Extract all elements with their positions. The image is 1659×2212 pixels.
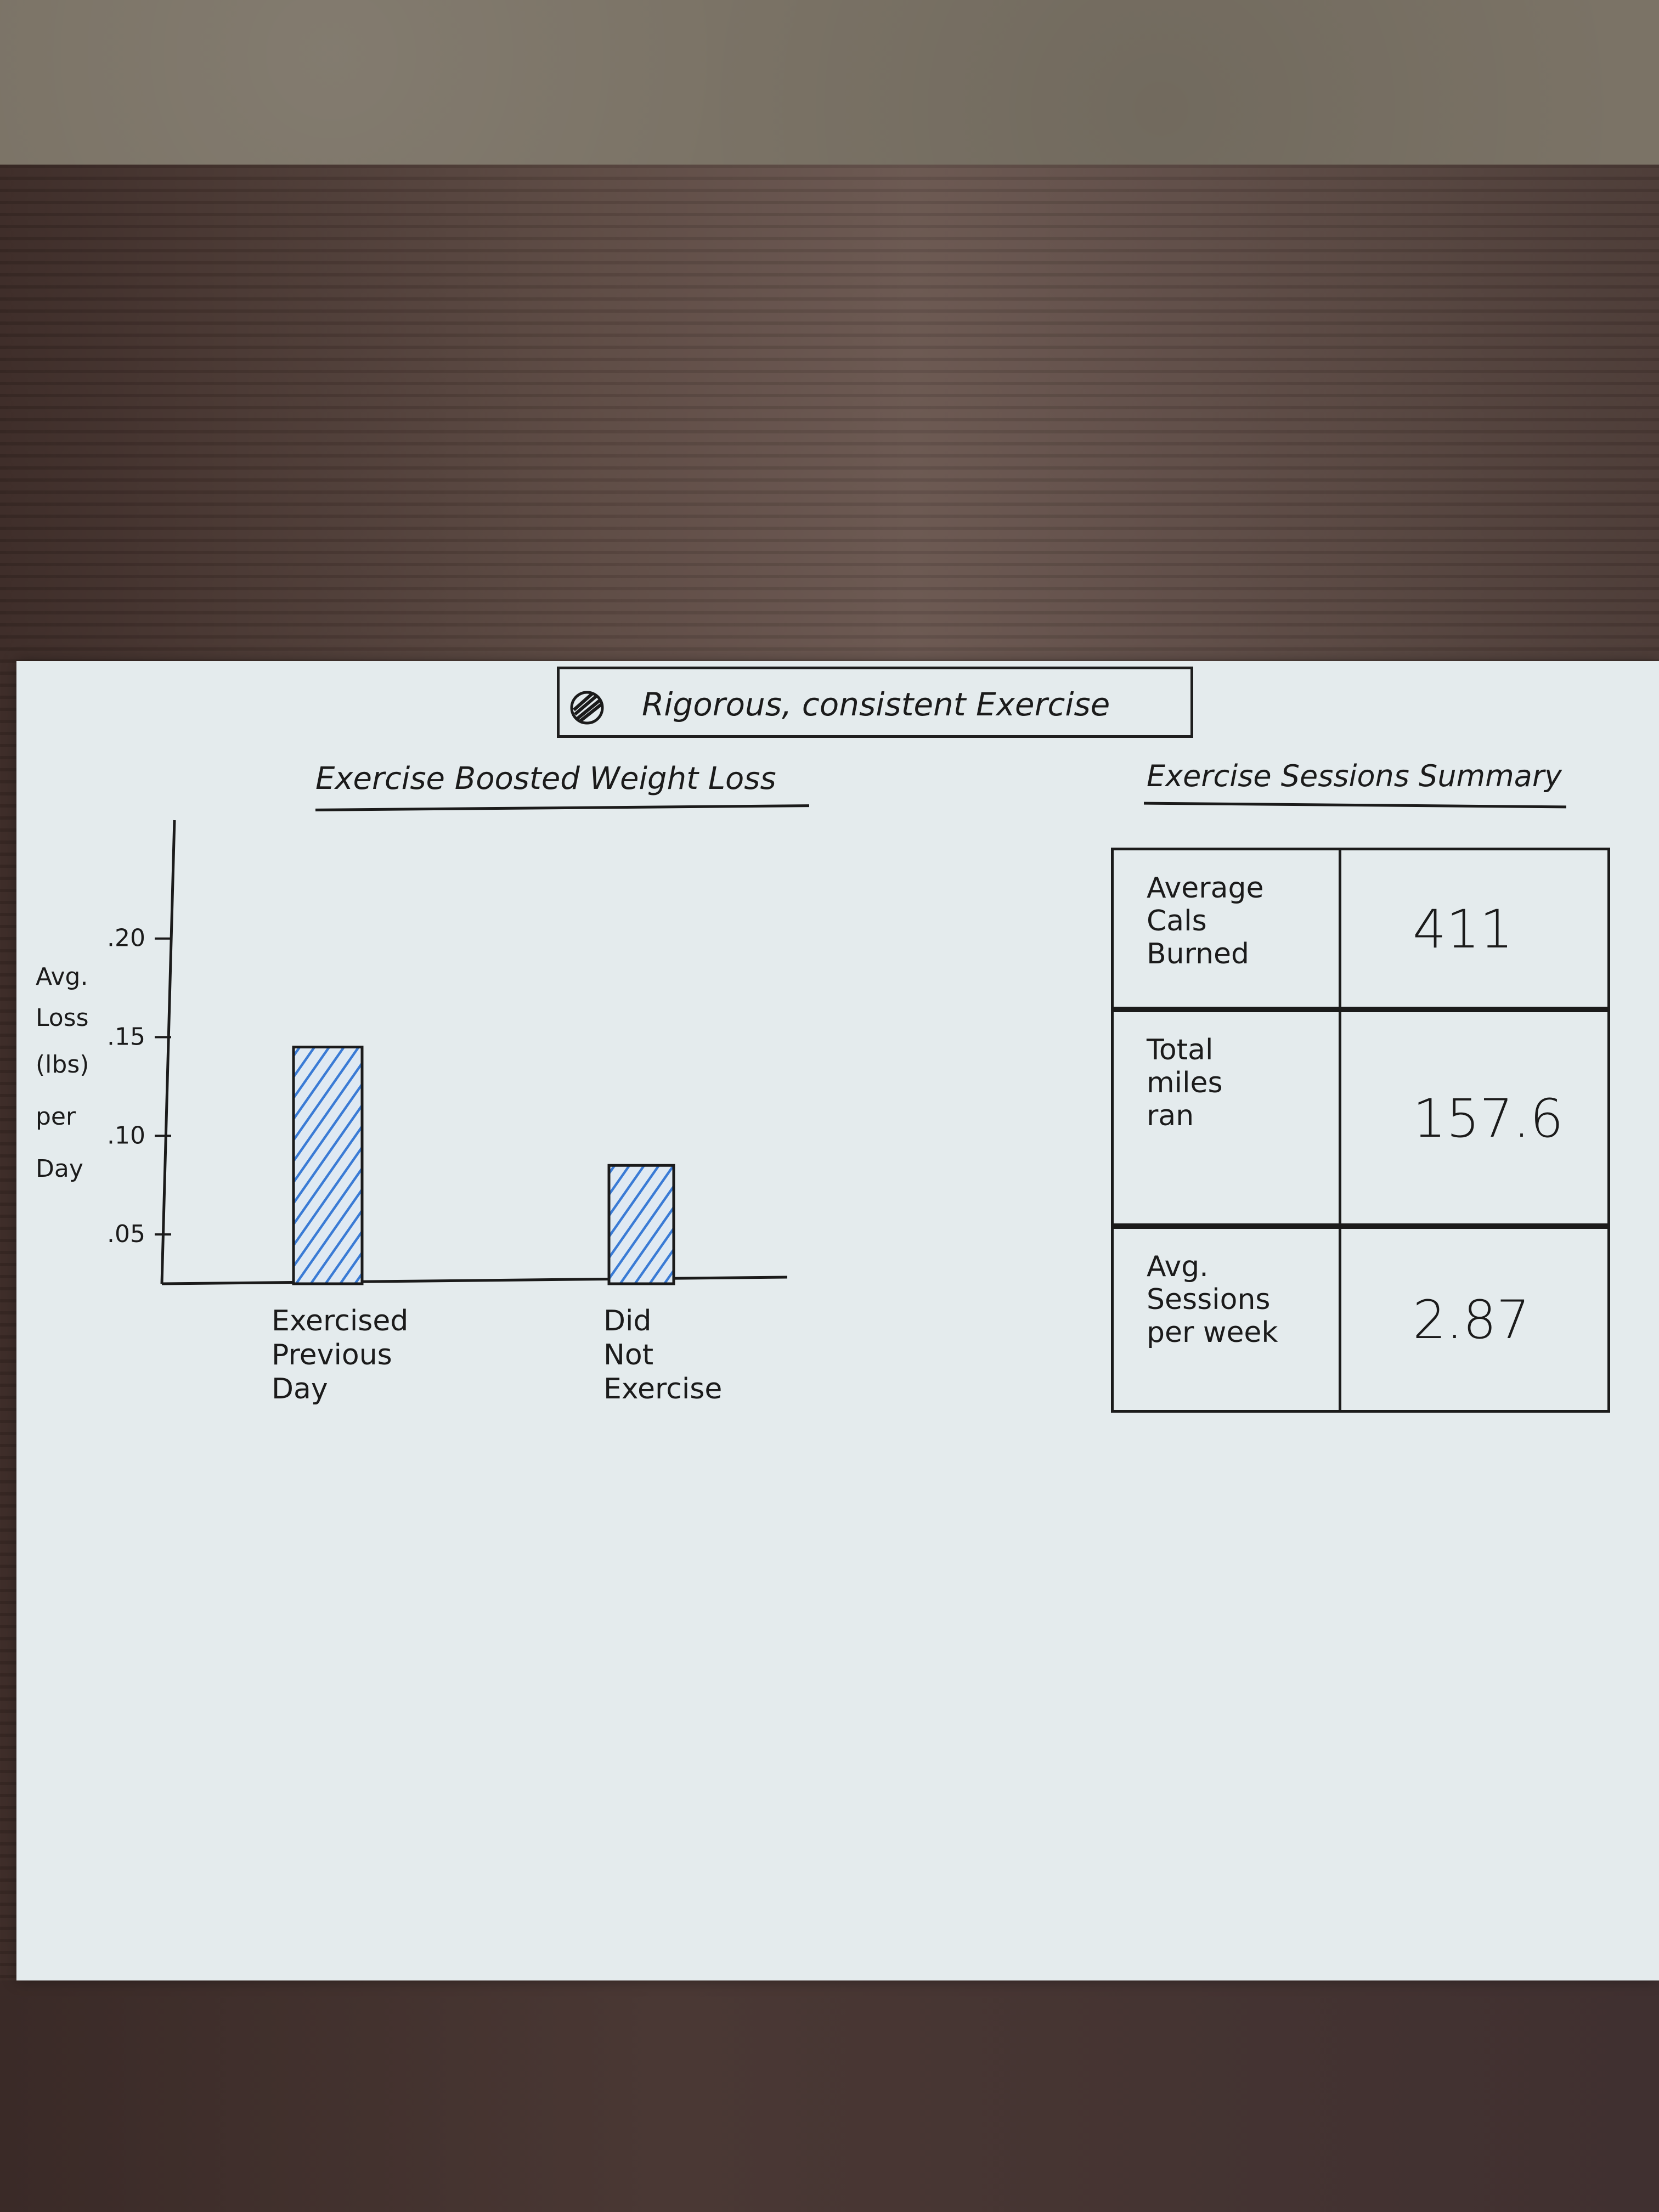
summary-title: Exercise Sessions Summary — [1147, 759, 1562, 793]
summary-value-cell: 157.6 — [1339, 1009, 1610, 1226]
summary-label-cell: Total miles ran — [1111, 1009, 1341, 1226]
scribbled-circle-icon — [570, 691, 604, 725]
summary-table: Average Cals Burned 411 Total miles ran 157… — [1111, 848, 1610, 1413]
summary-value-cell: 2.87 — [1339, 1226, 1610, 1413]
summary-value-cell: 411 — [1339, 848, 1610, 1009]
carpet-background — [0, 0, 1659, 181]
summary-label-cell: Avg. Sessions per week — [1111, 1226, 1341, 1413]
chart-title: Exercise Boosted Weight Loss — [315, 761, 776, 797]
summary-value: 157.6 — [1413, 1088, 1564, 1149]
summary-label-cell: Average Cals Burned — [1111, 848, 1341, 1009]
banner-text: Rigorous, consistent Exercise — [642, 686, 1110, 723]
summary-label: Total miles ran — [1147, 1034, 1223, 1132]
summary-label: Average Cals Burned — [1147, 872, 1264, 970]
summary-value: 411 — [1413, 899, 1514, 960]
paper-sheet — [16, 661, 1659, 1980]
banner-box — [557, 667, 1193, 738]
table-surface-bottom — [0, 1980, 1659, 2212]
summary-value: 2.87 — [1413, 1289, 1530, 1351]
summary-label: Avg. Sessions per week — [1147, 1250, 1278, 1349]
